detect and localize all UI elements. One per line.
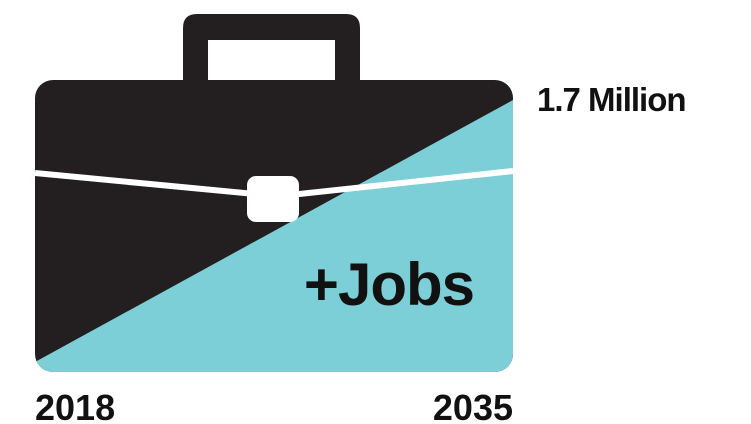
- briefcase-icon: [34, 14, 514, 372]
- growth-label: 1.7 Million: [537, 81, 686, 118]
- headline-text: +Jobs: [304, 251, 474, 318]
- start-year-label: 2018: [35, 387, 115, 424]
- end-year-label: 2035: [433, 387, 513, 424]
- growth-wedge: [35, 100, 513, 372]
- briefcase-handle: [183, 14, 360, 80]
- briefcase-clasp: [247, 176, 299, 222]
